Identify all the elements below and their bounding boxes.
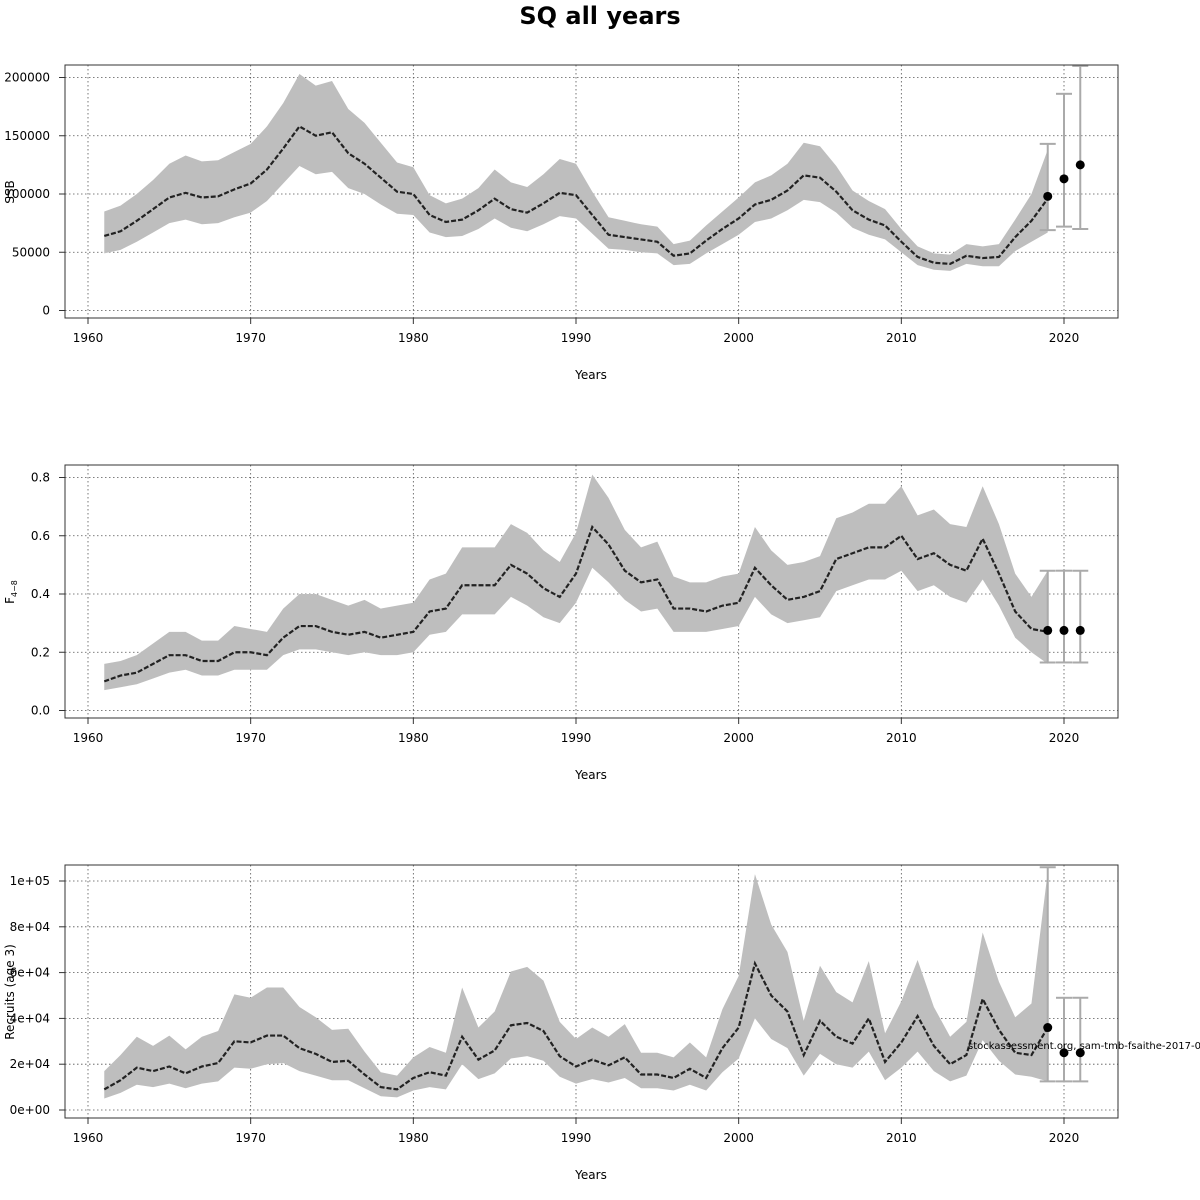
x-tick-label: 1980 [398,731,429,745]
y-tick-label: 4e+04 [10,1011,50,1025]
confidence-band [104,474,1048,691]
x-tick-label: 2010 [886,331,917,345]
confidence-band [104,74,1048,271]
x-tick-label: 2000 [723,1131,754,1145]
y-tick-label: 0.2 [31,645,50,659]
x-tick-label: 1960 [73,1131,104,1145]
panel-fbar: 1960 1970 1980 1990 2000 2010 2020 0.0 0.2 0.4 0.6… [3,464,1119,782]
x-tick-label: 2020 [1049,731,1080,745]
x-tick-label: 2000 [723,731,754,745]
x-tick-label: 1980 [398,1131,429,1145]
x-axis-label: Years [574,1168,607,1182]
x-tick-label: 2010 [886,731,917,745]
x-tick-label: 1990 [561,731,592,745]
y-tick-label: 150000 [4,129,50,143]
x-tick-label: 1980 [398,331,429,345]
y-tick-label: 100000 [4,187,50,201]
confidence-band [104,871,1048,1099]
x-axis-label: Years [574,368,607,382]
y-axis-label: SSB [3,180,17,203]
x-tick-label: 1960 [73,331,104,345]
plot-frame [64,464,1119,719]
watermark-text: stockassessment.org, sam-tmb-fsaithe-201… [968,1041,1200,1052]
forecast-point [1075,160,1085,170]
x-axis-label: Years [574,768,607,782]
x-tick-label: 2020 [1049,331,1080,345]
chart-title: SQ all years [519,2,681,30]
forecast-point [1043,191,1053,201]
x-tick-label: 1990 [561,1131,592,1145]
y-tick-label: 0.6 [31,529,50,543]
x-tick-label: 2020 [1049,1131,1080,1145]
plot-frame [64,64,1119,319]
y-tick-label: 0.0 [31,704,50,718]
y-tick-label: 0.4 [31,587,50,601]
estimate-line [103,524,1048,683]
y-tick-label: 8e+04 [10,920,50,934]
y-tick-label: 1e+05 [10,874,50,888]
y-axis-label-subscript: 4−8 [10,580,19,597]
x-tick-label: 1970 [235,331,266,345]
estimate-line [103,960,1049,1091]
forecast-point [1059,174,1069,184]
x-tick-label: 1960 [73,731,104,745]
estimate-line [103,124,1049,266]
forecast-point [1059,625,1069,635]
x-tick-label: 1970 [235,731,266,745]
forecast-point [1043,625,1053,635]
panel-recruits: 1960 1970 1980 1990 2000 2010 2020 0e+00 2e+04 4e… [3,864,1119,1182]
x-tick-label: 2000 [723,331,754,345]
y-tick-label: 0e+00 [10,1103,50,1117]
y-axis-label: F4−8 [3,580,19,604]
panel-ssb: 1960 1970 1980 1990 2000 2010 2020 0 50000 100000… [3,64,1119,382]
y-tick-label: 2e+04 [10,1057,50,1071]
forecast-point [1043,1023,1053,1033]
x-tick-label: 1990 [561,331,592,345]
y-tick-label: 200000 [4,71,50,85]
forecast-point [1059,1048,1069,1058]
forecast-point [1075,1048,1085,1058]
y-tick-label: 0 [42,304,50,318]
forecast-point [1075,625,1085,635]
plot-frame [64,864,1119,1119]
y-tick-label: 0.8 [31,471,50,485]
x-tick-label: 2010 [886,1131,917,1145]
y-tick-label: 50000 [12,245,50,259]
y-axis-label: Recruits (age 3) [3,944,17,1040]
x-tick-label: 1970 [235,1131,266,1145]
y-tick-label: 6e+04 [10,966,50,980]
